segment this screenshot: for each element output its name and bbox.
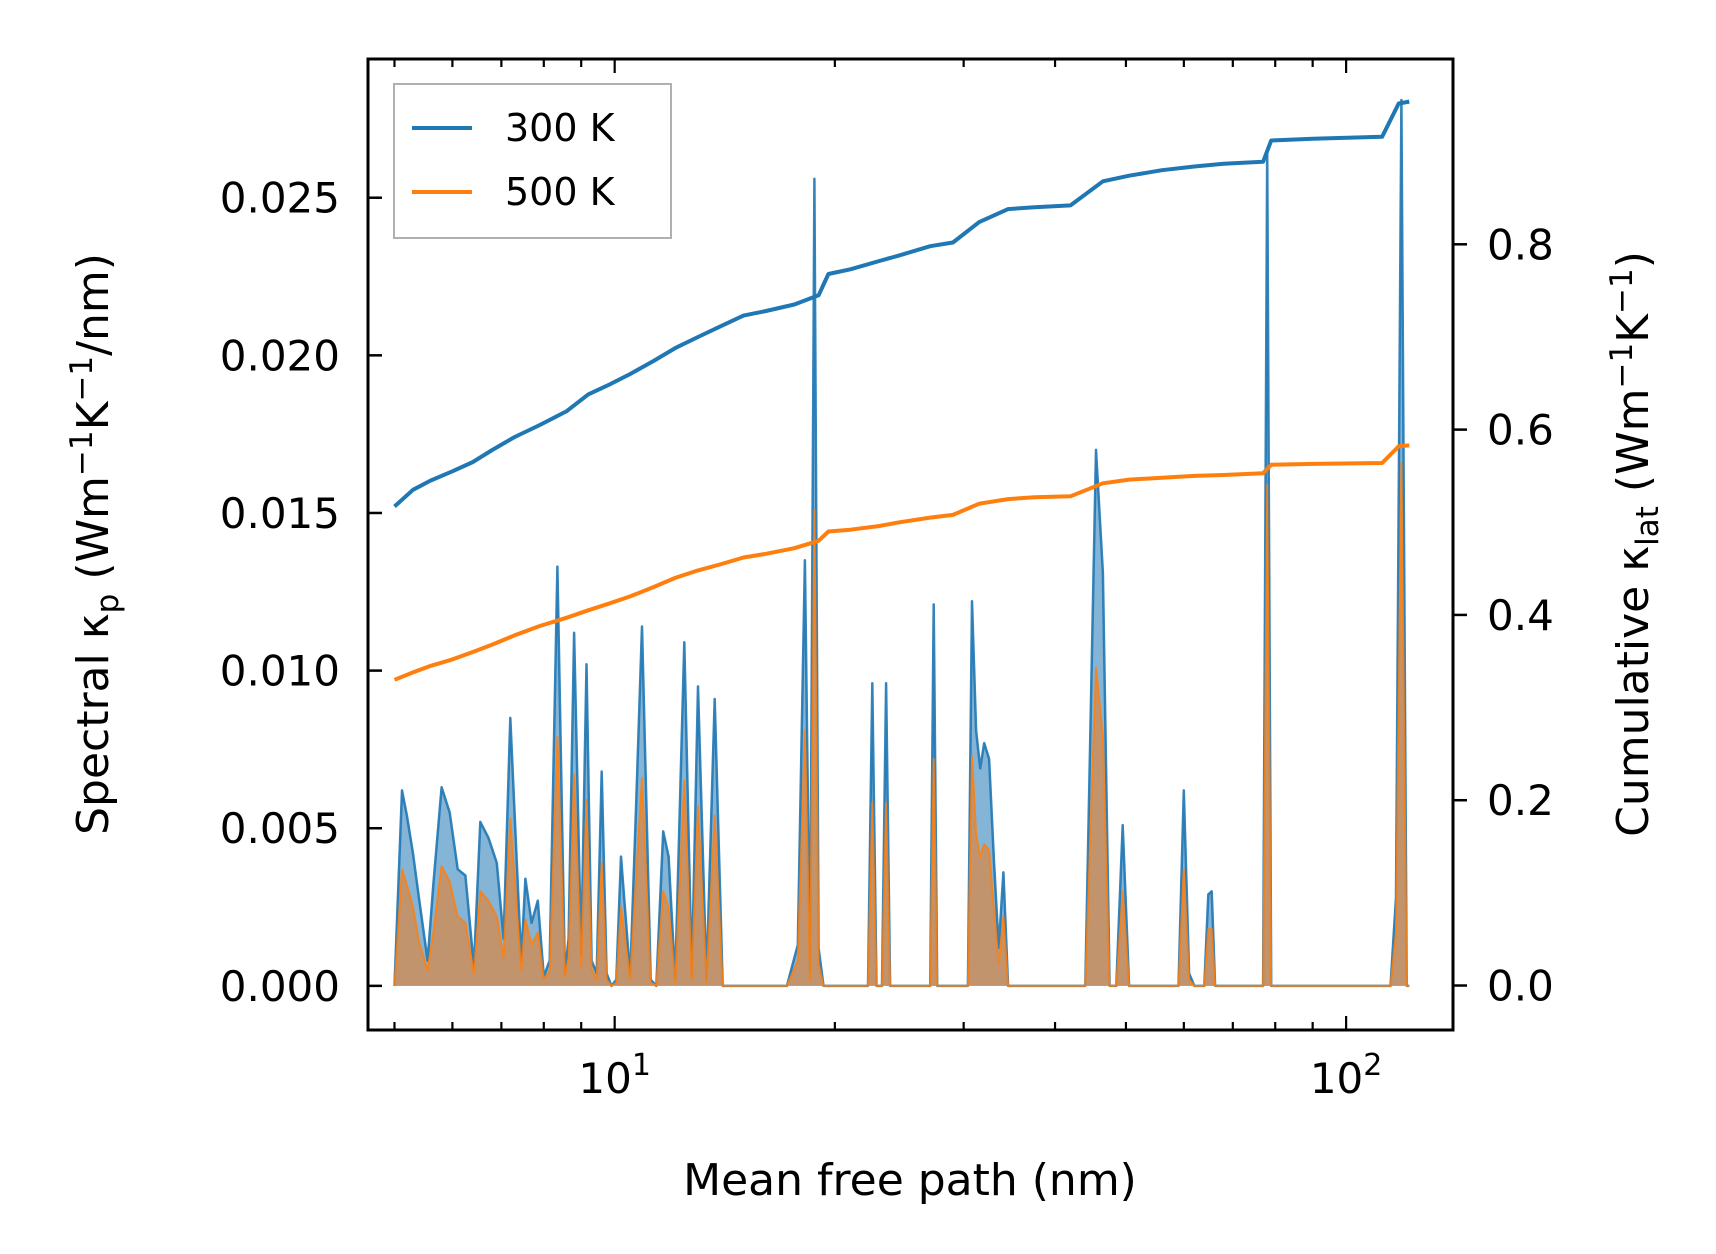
y-axis-title-left: Spectral κp (Wm−1K−1/nm) — [64, 253, 126, 835]
spectral-area-500k — [394, 462, 1410, 986]
legend-box — [393, 83, 672, 239]
ticks-layer: 0.000 0.005 0.010 0.015 0.020 0.025 0.0 0.2 0.4 0… — [220, 59, 1554, 1103]
cumulative-line-300k — [393, 99, 1410, 508]
spectral-line-500k — [393, 461, 1410, 987]
x-tick-label: 102 — [1310, 1048, 1383, 1103]
y-axis-title-right: Cumulative κlat (Wm−1K−1) — [1604, 251, 1666, 837]
x-axis-title: Mean free path (nm) — [683, 1155, 1137, 1206]
left-tick-label: 0.025 — [220, 174, 340, 223]
right-tick-label: 0.0 — [1487, 962, 1554, 1011]
left-tick-label: 0.005 — [220, 804, 340, 853]
spectral-area-300k — [394, 100, 1410, 986]
legend-label-300k: 300 K — [505, 106, 616, 150]
x-tick-label: 101 — [578, 1048, 651, 1103]
cumulative-layer — [393, 99, 1410, 682]
right-tick-label: 0.4 — [1487, 591, 1554, 640]
left-tick-label: 0.000 — [220, 962, 340, 1011]
plot-frame — [366, 57, 1455, 1032]
spectral-layer — [393, 98, 1410, 988]
left-tick-label: 0.015 — [220, 489, 340, 538]
cumulative-line-500k — [393, 443, 1410, 682]
legend: 300 K 500 K — [393, 83, 672, 239]
left-tick-label: 0.020 — [220, 331, 340, 380]
right-tick-label: 0.8 — [1487, 220, 1554, 269]
right-tick-label: 0.6 — [1487, 406, 1554, 455]
legend-label-500k: 500 K — [505, 170, 616, 214]
left-tick-label: 0.010 — [220, 647, 340, 696]
right-tick-label: 0.2 — [1487, 776, 1554, 825]
